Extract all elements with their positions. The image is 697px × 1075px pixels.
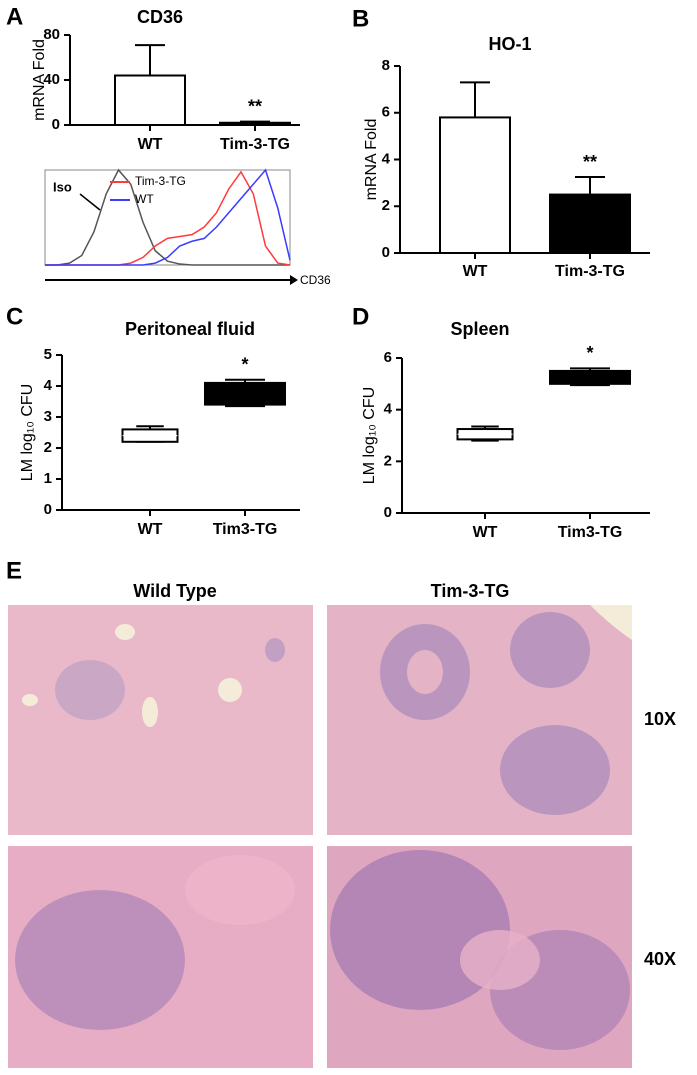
x-tick-label: Tim-3-TG: [555, 263, 625, 280]
panel-label: D: [352, 303, 369, 330]
bar: [439, 116, 511, 254]
bar: [219, 121, 291, 126]
significance: *: [586, 343, 593, 363]
arrow-head: [290, 275, 298, 285]
y-tick-label: 0: [384, 504, 392, 521]
series-callout: Iso: [53, 179, 72, 194]
y-tick-label: 0: [52, 116, 60, 133]
callout-arrow: [79, 193, 101, 211]
y-tick-label: 2: [44, 439, 52, 456]
y-tick-label: 0: [382, 244, 390, 261]
panel-label: B: [352, 5, 369, 32]
y-tick-label: 40: [43, 71, 60, 88]
chart-title: Spleen: [450, 319, 509, 339]
x-axis-label: CD36: [300, 273, 331, 287]
y-tick-label: 2: [382, 197, 390, 214]
significance: **: [248, 96, 262, 116]
histology-image: [8, 605, 313, 835]
y-axis-label: LM log₁₀ CFU: [19, 384, 36, 481]
column-label: Wild Type: [133, 581, 217, 601]
column-label: Tim-3-TG: [431, 581, 510, 601]
panel-label: E: [6, 557, 22, 584]
bar: [549, 193, 631, 254]
chart-title: CD36: [137, 7, 183, 27]
y-tick-label: 80: [43, 26, 60, 43]
y-tick-label: 0: [44, 501, 52, 518]
legend-label: Tim-3-TG: [135, 174, 186, 188]
significance: **: [583, 152, 597, 172]
y-tick-label: 6: [384, 349, 392, 366]
x-tick-label: Tim3-TG: [213, 521, 278, 538]
x-tick-label: Tim-3-TG: [220, 136, 290, 153]
x-tick-label: WT: [138, 521, 163, 538]
y-tick-label: 8: [382, 57, 390, 74]
y-axis-label: LM log₁₀ CFU: [361, 387, 378, 484]
panel-label: C: [6, 303, 23, 330]
x-tick-label: WT: [463, 263, 488, 280]
plot-frame: [44, 169, 291, 266]
y-tick-label: 4: [382, 150, 391, 167]
y-axis-label: mRNA Fold: [363, 119, 380, 201]
legend-label: WT: [135, 192, 154, 206]
panel-label: A: [6, 3, 23, 30]
histology-image: [8, 846, 313, 1068]
y-tick-label: 2: [384, 452, 392, 469]
significance: *: [241, 355, 248, 375]
chart-title: Peritoneal fluid: [125, 319, 255, 339]
bar: [114, 74, 186, 126]
histology-image: [327, 846, 632, 1068]
histogram-curve: [45, 168, 290, 266]
y-tick-label: 3: [44, 408, 52, 425]
y-tick-label: 4: [384, 401, 393, 418]
y-tick-label: 1: [44, 470, 52, 487]
row-label: 40X: [644, 949, 676, 969]
y-tick-label: 6: [382, 104, 390, 121]
y-axis-label: mRNA Fold: [31, 39, 48, 121]
x-tick-label: WT: [138, 136, 163, 153]
y-tick-label: 5: [44, 346, 52, 363]
y-tick-label: 4: [44, 377, 53, 394]
histogram-curve: [45, 168, 291, 266]
x-tick-label: Tim3-TG: [558, 524, 623, 541]
chart-title: HO-1: [488, 34, 531, 54]
histology-image: [327, 605, 632, 835]
row-label: 10X: [644, 709, 676, 729]
x-tick-label: WT: [473, 524, 498, 541]
